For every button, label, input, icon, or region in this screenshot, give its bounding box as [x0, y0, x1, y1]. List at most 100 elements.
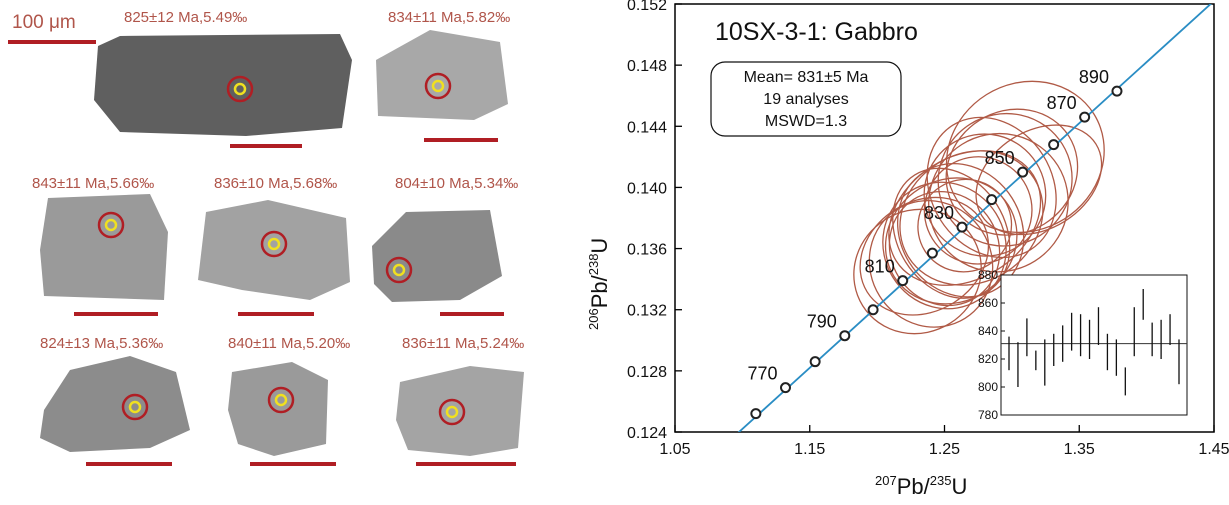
y-tick-label: 0.136 — [627, 242, 667, 259]
scale-label: 100 μm — [12, 12, 76, 33]
grain-label: 804±10 Ma,5.34‰ — [395, 175, 518, 192]
grain-label: 836±11 Ma,5.24‰ — [402, 335, 524, 352]
analysis-spots — [97, 72, 466, 426]
concordia-age-label: 810 — [865, 257, 895, 277]
concordia-age-point — [897, 275, 909, 287]
x-label-sup1: 207 — [875, 473, 897, 488]
x-label-sup2: 235 — [930, 473, 952, 488]
summary-count: 19 analyses — [763, 91, 848, 108]
y-tick-label: 0.132 — [627, 303, 667, 320]
grain-scale-bar — [86, 462, 172, 466]
inset-tick-label: 860 — [978, 296, 998, 310]
concordia-age-label: 770 — [747, 364, 777, 384]
spot-core — [274, 393, 288, 407]
x-label-base: Pb/ — [897, 474, 931, 499]
grain-label: 840±11 Ma,5.20‰ — [228, 335, 350, 352]
spot-core — [128, 400, 142, 414]
concordia-age-label: 890 — [1079, 67, 1109, 87]
concordia-age-point — [1079, 111, 1091, 123]
x-tick-label: 1.25 — [929, 441, 960, 458]
spot-ring — [121, 393, 149, 421]
summary-mean: Mean= 831±5 Ma — [744, 69, 869, 86]
spot-ring — [438, 398, 466, 426]
summary-box — [710, 61, 902, 137]
concordia-age-point — [867, 304, 879, 316]
zircon-panel: 100 μm 825±12 Ma,5.49‰ 834±11 Ma,5.82‰ 8… — [0, 0, 575, 500]
y-label-sup2: 238 — [586, 254, 601, 276]
x-label-tail: U — [951, 474, 967, 499]
spot-core — [104, 218, 118, 232]
grain-scale-bar — [74, 312, 158, 316]
error-ellipse — [884, 177, 1018, 305]
y-label-base: Pb/ — [587, 274, 612, 308]
error-ellipse — [888, 150, 1042, 286]
zircon-grain — [228, 362, 328, 456]
concordia-age-point — [750, 408, 762, 420]
grain-label: 825±12 Ma,5.49‰ — [124, 9, 247, 26]
zircon-grain — [396, 366, 524, 456]
zircon-figure: 100 μm 825±12 Ma,5.49‰ 834±11 Ma,5.82‰ 8… — [8, 9, 524, 466]
grain-scale-bar — [230, 144, 302, 148]
spot-core — [392, 263, 406, 277]
x-tick-label: 1.35 — [1064, 441, 1095, 458]
concordia-age-point — [926, 247, 938, 259]
inset-tick-label: 800 — [978, 380, 998, 394]
spot-core — [233, 82, 247, 96]
grain-scale-bar — [416, 462, 516, 466]
summary-mswd: MSWD=1.3 — [765, 113, 847, 130]
spot-ring — [97, 211, 125, 239]
concordia-age-label: 850 — [985, 148, 1015, 168]
spot-ring — [267, 386, 295, 414]
inset-tick-label: 840 — [978, 324, 998, 338]
scale-bar — [8, 40, 96, 44]
error-ellipse — [928, 132, 1069, 273]
grain-label: 836±10 Ma,5.68‰ — [214, 175, 337, 192]
concordia-curve — [737, 4, 1212, 432]
x-tick-label: 1.45 — [1198, 441, 1229, 458]
y-tick-label: 0.124 — [627, 425, 667, 442]
error-ellipse — [923, 156, 1033, 265]
inset-tick-label: 820 — [978, 352, 998, 366]
concordia-age-point — [956, 221, 968, 233]
spot-ring — [424, 72, 452, 100]
error-ellipse — [975, 124, 1103, 236]
x-tick-label: 1.15 — [794, 441, 825, 458]
concordia-age-point — [779, 382, 791, 394]
concordia-age-label: 830 — [924, 203, 954, 223]
concordia-age-label: 790 — [807, 312, 837, 332]
inset-plot: 780 800 820 840 860 880 — [978, 268, 1187, 422]
x-axis-label: 207Pb/235U — [875, 473, 967, 499]
error-ellipse — [917, 178, 1013, 273]
error-ellipse — [853, 208, 982, 335]
chart-title: 10SX-3-1: Gabbro — [715, 18, 918, 46]
y-label-sup1: 206 — [586, 308, 601, 330]
spot-ring — [226, 75, 254, 103]
concordia-age-point — [1048, 139, 1060, 151]
inset-tick-label: 880 — [978, 268, 998, 282]
grain-scale-bar — [250, 462, 336, 466]
spot-core — [267, 237, 281, 251]
concordia-age-point — [1017, 166, 1029, 178]
error-ellipse — [892, 167, 1011, 299]
error-ellipse — [882, 181, 1007, 310]
y-tick-label: 0.144 — [627, 119, 667, 136]
zircon-grain — [372, 210, 502, 302]
grain-label: 824±13 Ma,5.36‰ — [40, 335, 163, 352]
x-tick-label: 1.05 — [659, 441, 690, 458]
error-ellipse — [859, 196, 990, 316]
zircon-grain — [94, 34, 352, 136]
concordia-panel: 1.05 1.15 1.25 1.35 1.45 0.124 0.128 0.132 0.136… — [575, 0, 1229, 500]
error-ellipse — [937, 112, 1073, 247]
grain-label: 843±11 Ma,5.66‰ — [32, 175, 154, 192]
spot-core — [445, 405, 459, 419]
y-tick-label: 0.140 — [627, 180, 667, 197]
y-tick-label: 0.128 — [627, 364, 667, 381]
y-label-tail: U — [587, 238, 612, 254]
y-tick-label: 0.148 — [627, 58, 667, 75]
zircon-grain — [40, 356, 190, 452]
error-ellipse — [868, 199, 994, 328]
grain-scale-bar — [238, 312, 314, 316]
grain-scale-bar — [440, 312, 504, 316]
concordia-age-point — [839, 330, 851, 342]
y-tick-label: 0.152 — [627, 0, 667, 14]
